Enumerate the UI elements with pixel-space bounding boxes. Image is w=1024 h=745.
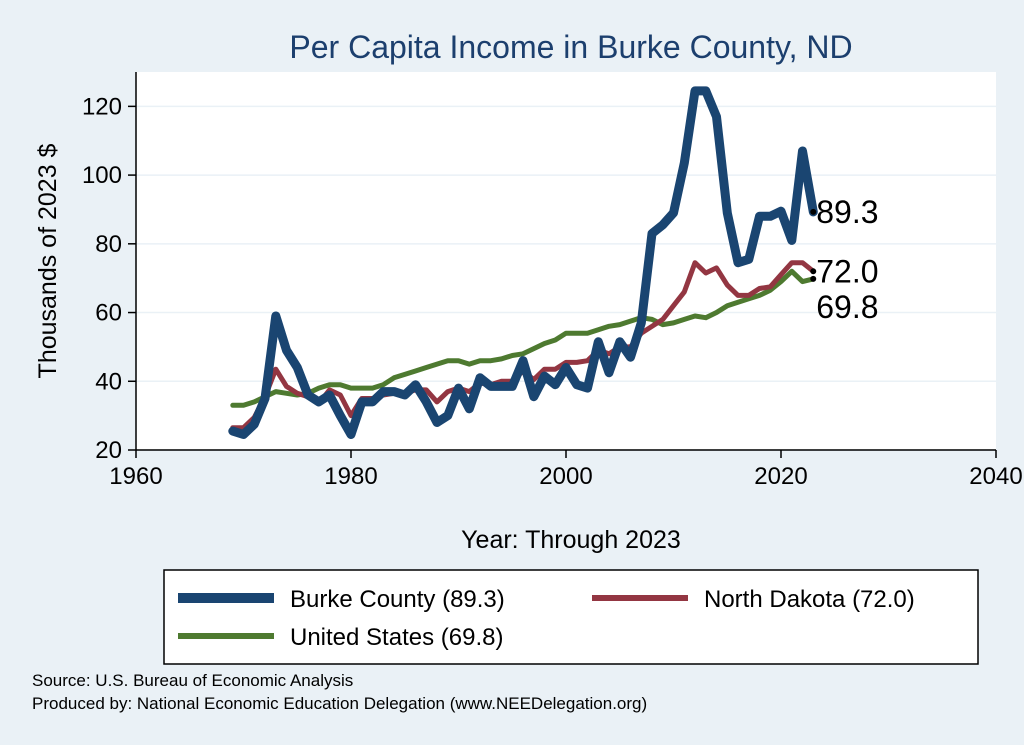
y-tick-label-40: 40 <box>95 368 122 395</box>
legend-items: Burke County (89.3) North Dakota (72.0) Un… <box>178 586 915 651</box>
end-label-2: 69.8 <box>816 289 878 325</box>
end-label-0: 89.3 <box>816 194 878 230</box>
y-tick-label-80: 80 <box>95 231 122 258</box>
end-labels: 89.3 72.069.8 <box>810 194 879 325</box>
plot-area <box>136 72 996 450</box>
end-label-1: 72.0 <box>816 253 878 289</box>
x-tick-label-1980: 1980 <box>324 463 377 490</box>
legend: Burke County (89.3) North Dakota (72.0) Un… <box>163 569 979 665</box>
chart-title: Per Capita Income in Burke County, ND <box>289 29 852 65</box>
legend-box <box>163 569 979 665</box>
produced-note: Produced by: National Economic Education… <box>32 694 647 713</box>
legend-label-1: North Dakota (72.0) <box>704 586 915 613</box>
y-tick-label-100: 100 <box>82 162 122 189</box>
source-note: Source: U.S. Bureau of Economic Analysis <box>32 671 353 690</box>
x-tick-label-1960: 1960 <box>109 463 162 490</box>
series-line-2 <box>230 268 816 408</box>
x-axis-title: Year: Through 2023 <box>461 526 681 554</box>
y-tick-label-60: 60 <box>95 300 122 327</box>
x-tick-label-2020: 2020 <box>754 463 807 490</box>
end-point-1 <box>810 268 817 275</box>
legend-label-2: United States (69.8) <box>290 624 503 651</box>
series-lines <box>228 86 818 439</box>
end-point-0 <box>810 208 817 215</box>
end-point-2 <box>810 275 817 282</box>
legend-label-0: Burke County (89.3) <box>290 586 505 613</box>
y-tick-label-20: 20 <box>95 437 122 464</box>
axes <box>128 72 997 458</box>
series-line-0 <box>228 86 818 439</box>
x-tick-label-2040: 2040 <box>969 463 1022 490</box>
x-tick-label-2000: 2000 <box>539 463 592 490</box>
y-axis-title: Thousands of 2023 $ <box>34 143 62 378</box>
y-tick-label-120: 120 <box>82 93 122 120</box>
